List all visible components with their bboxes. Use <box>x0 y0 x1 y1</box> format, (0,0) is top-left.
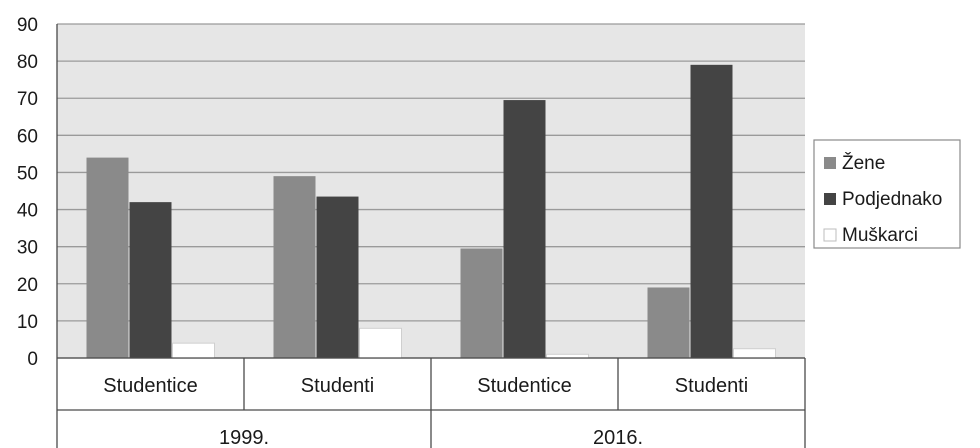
bar <box>460 248 503 358</box>
bar <box>273 176 316 358</box>
legend-box <box>813 139 961 249</box>
bar <box>503 100 546 359</box>
bar <box>359 327 402 359</box>
bar <box>172 342 215 359</box>
bar <box>647 287 690 358</box>
y-tick-label: 40 <box>17 201 38 222</box>
x-category-label: Studenti <box>301 375 374 397</box>
bar <box>733 348 776 359</box>
legend-label: Žene <box>842 152 885 174</box>
bar <box>129 202 172 358</box>
x-category-label: Studentice <box>477 375 572 397</box>
bar <box>316 196 359 358</box>
y-tick-label: 70 <box>17 89 38 110</box>
legend-label: Podjednako <box>842 189 942 210</box>
y-tick-label: 20 <box>17 275 38 296</box>
y-tick-label: 0 <box>27 349 38 370</box>
bar <box>690 64 733 359</box>
x-category-label: Studentice <box>103 375 198 397</box>
y-tick-label: 30 <box>17 238 38 259</box>
y-tick-label: 50 <box>17 163 38 184</box>
y-tick-label: 60 <box>17 126 38 147</box>
legend-label: Muškarci <box>842 225 918 246</box>
y-tick-label: 10 <box>17 312 38 333</box>
bar <box>86 157 129 358</box>
y-tick-label: 80 <box>17 52 38 73</box>
legend-swatch <box>824 193 836 205</box>
x-group-label: 2016. <box>593 427 643 448</box>
legend-swatch <box>823 228 837 242</box>
y-tick-label: 90 <box>17 15 38 36</box>
legend-swatch <box>824 157 836 169</box>
x-category-label: Studenti <box>675 375 748 397</box>
x-group-label: 1999. <box>219 427 269 448</box>
